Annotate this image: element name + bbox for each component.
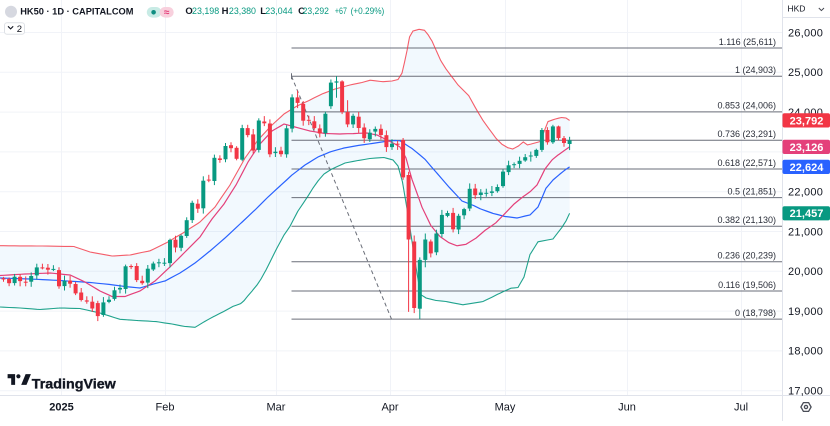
svg-text:1.116 (25,611): 1.116 (25,611): [719, 37, 776, 47]
svg-text:22,624: 22,624: [790, 162, 825, 174]
svg-text:0.853 (24,006): 0.853 (24,006): [717, 101, 776, 111]
svg-text:23,380: 23,380: [229, 6, 256, 17]
svg-text:2025: 2025: [49, 402, 73, 414]
svg-text:0.736 (23,291): 0.736 (23,291): [717, 129, 776, 139]
svg-text:23,126: 23,126: [790, 142, 824, 154]
svg-text:0.5 (21,851): 0.5 (21,851): [727, 186, 776, 196]
svg-text:+67: +67: [335, 6, 347, 17]
svg-text:20,000: 20,000: [788, 266, 823, 278]
svg-text:HK50 · 1D · CAPITALCOM: HK50 · 1D · CAPITALCOM: [20, 6, 133, 17]
svg-text:22,000: 22,000: [788, 187, 823, 199]
svg-text:26,000: 26,000: [788, 27, 823, 39]
svg-text:23,044: 23,044: [265, 6, 293, 17]
svg-text:25,000: 25,000: [788, 67, 823, 79]
svg-text:0.618 (22,571): 0.618 (22,571): [717, 158, 776, 168]
svg-text:May: May: [495, 402, 516, 414]
svg-text:0.236 (20,239): 0.236 (20,239): [717, 251, 776, 261]
svg-text:19,000: 19,000: [788, 306, 823, 318]
svg-text:17,000: 17,000: [788, 386, 823, 398]
svg-text:23,792: 23,792: [790, 115, 824, 127]
svg-text:TradingView: TradingView: [32, 376, 116, 392]
svg-text:0 (18,798): 0 (18,798): [735, 308, 776, 318]
svg-text:21,457: 21,457: [790, 208, 824, 220]
svg-text:23,292: 23,292: [303, 6, 329, 17]
svg-text:Apr: Apr: [381, 402, 398, 414]
svg-text:Feb: Feb: [156, 402, 175, 414]
svg-text:≈: ≈: [164, 8, 170, 19]
svg-text:Mar: Mar: [267, 402, 286, 414]
svg-text:0.116 (19,506): 0.116 (19,506): [718, 280, 776, 290]
svg-text:21,000: 21,000: [788, 226, 823, 238]
svg-text:2: 2: [17, 24, 22, 35]
svg-text:18,000: 18,000: [788, 346, 823, 358]
svg-text:0.382 (21,130): 0.382 (21,130): [717, 215, 776, 225]
svg-text:Jul: Jul: [734, 402, 748, 414]
svg-text:HKD: HKD: [788, 4, 806, 14]
svg-text:Jun: Jun: [618, 402, 636, 414]
svg-text:1 (24,903): 1 (24,903): [735, 65, 776, 75]
svg-text:H: H: [222, 6, 229, 17]
svg-text:23,198: 23,198: [192, 6, 219, 17]
svg-text:(+0.29%): (+0.29%): [351, 6, 385, 17]
